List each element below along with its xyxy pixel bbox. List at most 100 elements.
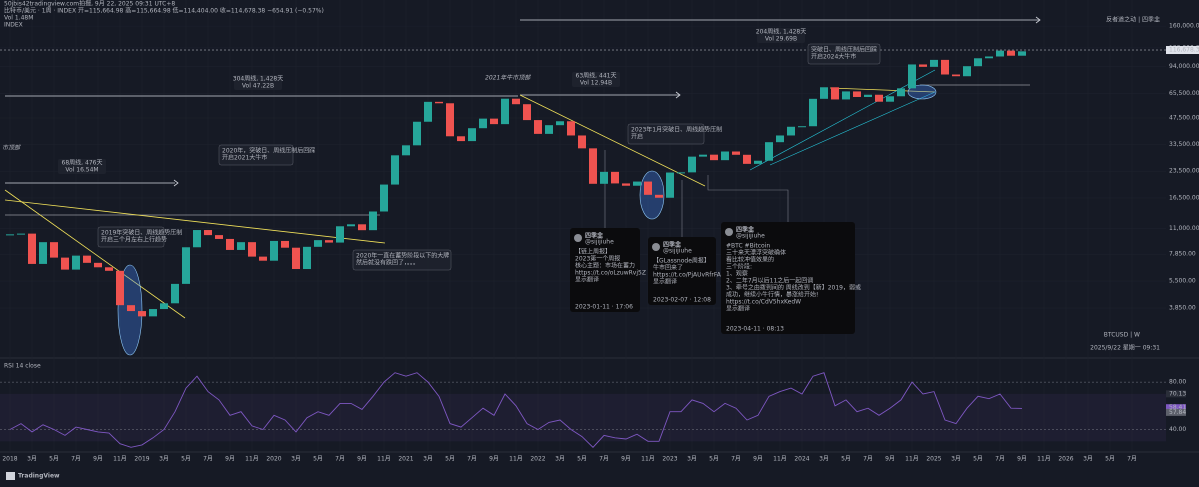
candle xyxy=(820,87,828,99)
y-tick-label: 160,000.00 xyxy=(1169,23,1199,30)
x-tick-label: 2023 xyxy=(662,456,677,463)
y-tick-label: 94,000.00 xyxy=(1169,63,1199,70)
candle xyxy=(215,235,223,239)
candle xyxy=(61,257,69,270)
candle xyxy=(622,183,630,186)
measure-box xyxy=(757,28,805,43)
candle xyxy=(534,120,542,134)
x-tick-label: 3月 xyxy=(159,456,169,463)
x-tick-label: 3月 xyxy=(1083,456,1093,463)
candle xyxy=(644,181,652,195)
candle xyxy=(435,101,443,104)
x-tick-label: 3月 xyxy=(555,456,565,463)
x-tick-label: 7月 xyxy=(731,456,741,463)
card-line: 看比较冲值效果的 xyxy=(726,256,774,264)
candle xyxy=(369,211,377,231)
x-tick-label: 3月 xyxy=(951,456,961,463)
card-line: 【链上周报】 xyxy=(575,248,611,256)
tweet-card xyxy=(721,222,855,334)
rsi-band xyxy=(0,393,1166,442)
candle xyxy=(589,148,597,184)
rsi-tick-label: 80.00 xyxy=(1169,379,1186,386)
annotation-box xyxy=(807,43,881,65)
annotation: 突破日、周线压制后回踩 xyxy=(811,46,877,54)
x-tick-label: 7月 xyxy=(335,456,345,463)
candle xyxy=(974,58,982,67)
candle xyxy=(281,240,289,248)
annotation: 开启2021大牛市 xyxy=(222,154,267,162)
x-tick-label: 9月 xyxy=(225,456,235,463)
x-tick-label: 11月 xyxy=(905,456,919,463)
x-tick-label: 3月 xyxy=(291,456,301,463)
card-line: #BTC #Bitcoin xyxy=(726,243,770,250)
card-line: 2、二年7月以后11之后一起回调 xyxy=(726,277,813,285)
candle xyxy=(809,98,817,127)
card-line: https://t.co/oLzuwRvj5Z xyxy=(575,270,646,277)
measure-box xyxy=(58,159,106,174)
card-date: 2023-02-07 · 12:08 xyxy=(653,297,711,304)
candle xyxy=(72,255,80,270)
annotation: 开启三个月左右上行趋势 xyxy=(101,236,167,244)
candle xyxy=(83,255,91,263)
candle xyxy=(941,59,949,75)
candle xyxy=(336,226,344,243)
x-tick-label: 5月 xyxy=(709,456,719,463)
support-line xyxy=(749,69,936,171)
card-line: 牛市回来了 xyxy=(653,264,683,272)
brand: TradingView xyxy=(18,473,60,480)
candle xyxy=(831,87,839,100)
candle xyxy=(490,118,498,125)
x-tick-label: 9月 xyxy=(753,456,763,463)
x-tick-label: 11月 xyxy=(509,456,523,463)
candle xyxy=(248,242,256,257)
candle xyxy=(842,91,850,100)
x-tick-label: 5月 xyxy=(841,456,851,463)
candle xyxy=(94,262,102,268)
x-tick-label: 9月 xyxy=(1017,456,1027,463)
candle xyxy=(270,240,278,261)
candle xyxy=(765,142,773,161)
candle xyxy=(655,194,663,198)
candle xyxy=(259,256,267,261)
y-tick-label: 11,000.00 xyxy=(1169,225,1199,232)
rsi-line xyxy=(9,372,1023,448)
candle xyxy=(919,64,927,67)
card-line: https://t.co/PjAUvRfrFA xyxy=(653,272,722,279)
candle xyxy=(523,104,531,121)
candle xyxy=(677,172,685,174)
candle xyxy=(886,96,894,102)
candle xyxy=(413,121,421,146)
trend-line xyxy=(829,87,936,93)
x-tick-label: 7月 xyxy=(203,456,213,463)
card-line: 成功，继续小牛行情，暴涨给开始! xyxy=(726,291,818,299)
candle xyxy=(611,171,619,184)
card-line: 显示翻译 xyxy=(726,305,750,313)
card-name: 四季韭 xyxy=(585,232,603,240)
card-date: 2023-04-11 · 08:13 xyxy=(726,326,784,333)
x-tick-label: 9月 xyxy=(885,456,895,463)
card-line: 【GLassnode周报】 xyxy=(653,257,710,265)
timestamp: 2025/9/22 星期一 09:31 xyxy=(1090,344,1160,352)
arrow-heads xyxy=(173,16,1041,187)
avatar xyxy=(574,234,582,242)
annotation: 开启2024大牛市 xyxy=(811,53,856,61)
candle xyxy=(1007,50,1015,56)
candle xyxy=(963,66,971,77)
measure-label: Vol 29.69B xyxy=(765,36,797,43)
candle xyxy=(1018,51,1026,56)
x-tick-label: 7月 xyxy=(599,456,609,463)
avatar xyxy=(652,243,660,251)
candle xyxy=(380,184,388,212)
y-tick-label: 7,850.00 xyxy=(1169,251,1196,258)
candle xyxy=(127,305,135,312)
x-tick-label: 2024 xyxy=(794,456,809,463)
x-tick-label: 3月 xyxy=(819,456,829,463)
card-line: 三个阶段: xyxy=(726,263,752,271)
trend-line xyxy=(519,94,706,187)
annotation: 开启 xyxy=(631,133,643,141)
card-line: https://t.co/CdV5hxKedW xyxy=(726,299,801,306)
candle xyxy=(237,242,245,250)
candle xyxy=(699,154,707,157)
candle xyxy=(105,267,113,271)
